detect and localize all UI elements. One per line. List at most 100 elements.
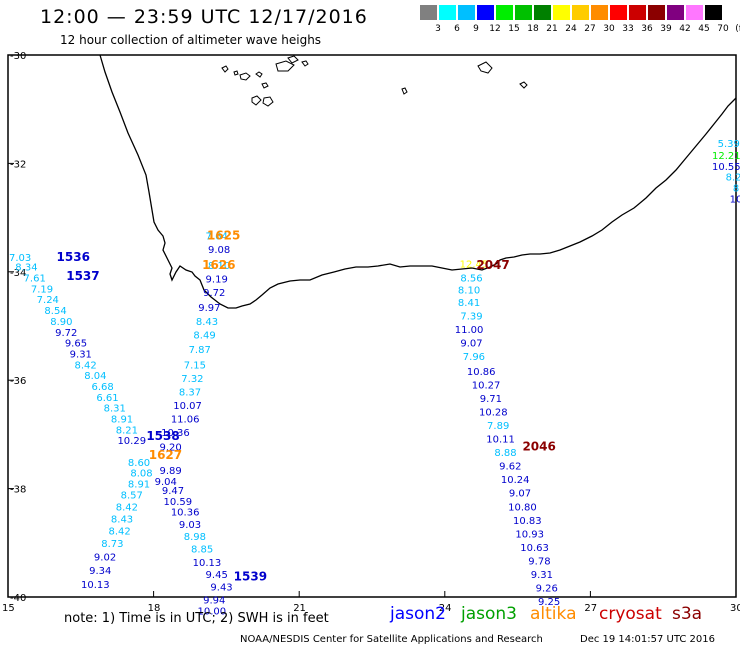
grid-ticks: 15 18 21 24 27 30 -30 -32 -34 -36 -38 -40 [2,51,740,614]
lat-tick-label: -38 [10,485,26,496]
wave-height-value: 12.45 [460,259,489,270]
wave-height-value: 10.63 [520,543,549,554]
wave-height-value: 9.71 [480,394,502,405]
wave-height-value: 8 [733,184,739,195]
wave-height-value: 10.83 [513,516,542,527]
wave-height-value: 7.89 [487,421,509,432]
coastline [99,54,737,309]
legend-swatch [610,5,627,20]
legend-label: 36 [641,24,653,34]
wave-height-value: 8.41 [458,298,480,309]
wave-height-value: 10.55 [712,162,740,173]
wave-height-value: 6.61 [96,393,118,404]
wave-height-value: 8.34 [15,263,37,274]
legend-label: 9 [473,24,479,34]
wave-height-value: 9.43 [210,582,232,593]
wave-height-value: 9.03 [179,520,201,531]
legend-label: 30 [603,24,615,34]
wave-height-value: 10.86 [467,367,496,378]
satellite-name: s3a [672,604,703,624]
wave-height-value: 10.13 [193,558,222,569]
lon-tick-label: 24 [439,603,452,614]
wave-height-value: 8.37 [179,387,201,398]
wave-height-value: 9.47 [162,486,184,497]
wave-height-value: 9.89 [159,466,181,477]
lat-tick-label: -30 [10,51,26,62]
legend-swatch [496,5,513,20]
wave-height-value: 9.94 [203,596,225,607]
wave-height-value: 8.42 [116,502,138,513]
legend-swatch [591,5,608,20]
pass-time-label: 1539 [234,570,267,584]
pass-time-label: 1625 [207,228,240,242]
legend-label: 39 [660,24,672,34]
wave-height-value: 9.26 [536,584,558,595]
legend-label: 70 [717,24,729,34]
wave-height-value: 9.04 [155,477,177,488]
wave-height-value: 9.62 [499,462,521,473]
islands [221,55,528,107]
wave-height-value: 9.20 [159,443,181,454]
wave-height-value: 7.61 [24,274,46,285]
legend-label: 24 [565,24,577,34]
wave-height-value: 9.25 [538,597,560,608]
wave-height-value: 8.91 [128,480,150,491]
wave-height-value: 7.15 [184,360,206,371]
legend-swatch [686,5,703,20]
pass-time-label: 1536 [57,250,90,264]
wave-height-value: 8.90 [50,317,72,328]
wave-height-value: 8.49 [193,330,215,341]
wave-height-value: 9.65 [65,339,87,350]
legend-label: 21 [546,24,558,34]
lon-tick-label: 21 [293,603,306,614]
wave-height-value: 7.87 [189,345,211,356]
wave-height-value: 8.42 [108,527,130,538]
wave-height-value: 9.78 [528,556,550,567]
observation-labels: 7.038.347.617.197.248.548.909.729.659.31… [9,139,740,617]
legend-label: 12 [489,24,501,34]
satellite-name: altika [530,604,577,624]
wave-height-value: 9.72 [203,288,225,299]
footer-timestamp: Dec 19 14:01:57 UTC 2016 [580,634,715,645]
wave-height-value: 8.10 [458,285,480,296]
wave-height-value: 8.2 [726,173,740,184]
satellite-name: jason2 [390,604,446,624]
satellite-name: cryosat [599,604,662,624]
wave-height-value: 10.59 [164,497,193,508]
wave-height-value: 8.10 [208,261,230,272]
wave-height-value: 7.03 [9,253,31,264]
wave-height-value: 8.21 [116,425,138,436]
wave-height-value: 9.19 [206,275,228,286]
wave-height-value: 6.68 [92,382,114,393]
legend-swatch [572,5,589,20]
wave-height-value: 8.57 [121,490,143,501]
wave-height-value: 8.88 [494,448,516,459]
footer-note: note: 1) Time is in UTC; 2) SWH is in fe… [64,611,329,626]
map-frame [7,54,737,598]
pass-time-labels: 1536 1537 1625 1626 1538 1627 1539 2047 2046 [57,228,556,583]
legend-label: 3 [435,24,441,34]
wave-height-value: 10.24 [501,475,530,486]
wave-height-value: 10.29 [117,436,146,447]
wave-height-value: 8.43 [196,317,218,328]
wave-height-value: 9.31 [70,349,92,360]
wave-height-value: 10.11 [486,435,515,446]
wave-height-value: 9.97 [198,303,220,314]
wave-height-value: 8.04 [84,371,106,382]
wave-height-value: 9.31 [531,570,553,581]
lat-tick-label: -34 [10,268,26,279]
wave-height-value: 9.34 [89,566,111,577]
wave-height-value: 8.73 [101,539,123,550]
legend-label: 42 [679,24,691,34]
legend-label: 18 [527,24,539,34]
wave-height-value: 10.27 [472,380,501,391]
wave-height-value: 8.98 [184,532,206,543]
wave-height-value: 10.36 [171,508,200,519]
lat-tick-label: -32 [10,159,26,170]
legend-swatch [420,5,437,20]
wave-height-value: 9.02 [94,553,116,564]
wave-height-value: 10.13 [81,580,110,591]
legend-label: 33 [622,24,634,34]
wave-height-value: 10 [730,194,740,205]
